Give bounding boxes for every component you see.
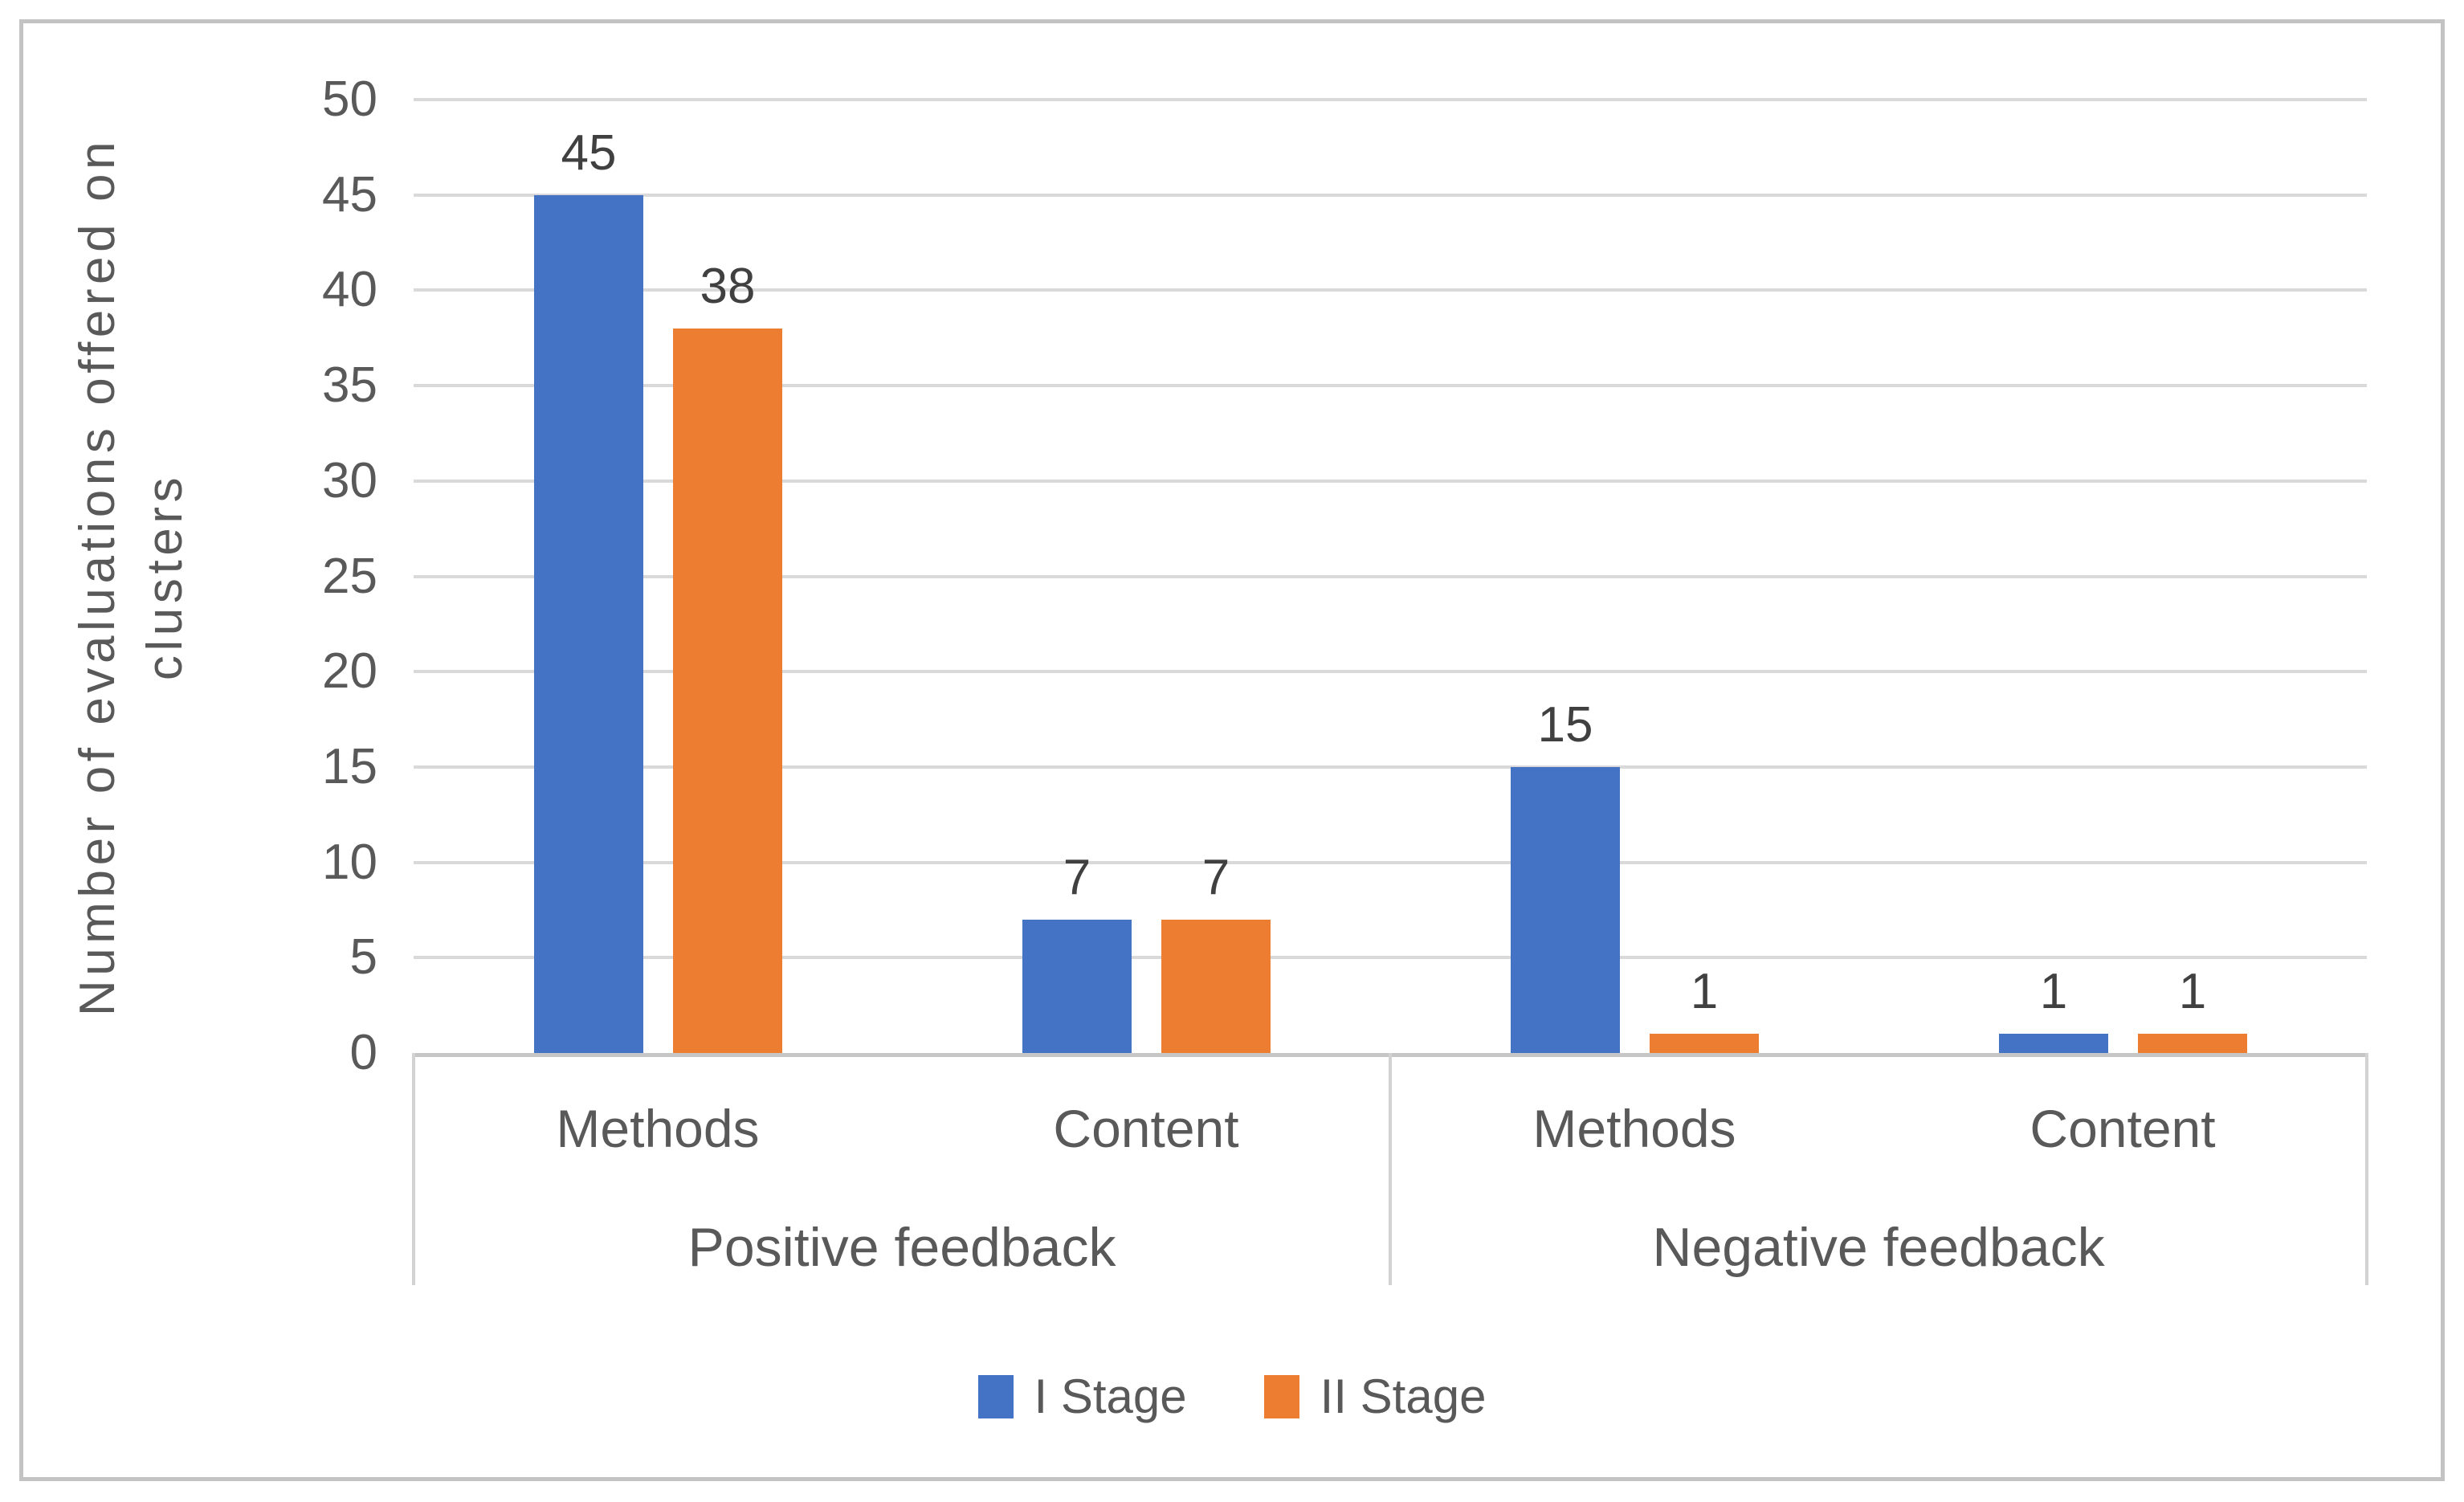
data-label-1-0: 7 (1063, 850, 1091, 905)
legend-label-ii-stage: II Stage (1320, 1369, 1487, 1423)
y-tick-label-40: 40 (322, 262, 377, 317)
bar-i-stage-content-3 (1999, 1034, 2108, 1053)
gridline-45 (414, 194, 2367, 197)
category-label-methods-2: Methods (1532, 1099, 1736, 1158)
data-label-1-1: 7 (1201, 850, 1230, 905)
category-label-content-1: Content (1053, 1099, 1239, 1158)
y-tick-label-50: 50 (322, 71, 377, 127)
category-label-methods-0: Methods (556, 1099, 760, 1158)
bar-ii-stage-content-3 (2138, 1034, 2247, 1053)
legend-label-i-stage: I Stage (1034, 1369, 1187, 1423)
gridline-40 (414, 288, 2367, 292)
category-separator-0 (412, 1053, 415, 1285)
bar-ii-stage-methods-2 (1650, 1034, 1759, 1053)
y-tick-label-30: 30 (322, 453, 377, 508)
y-tick-label-20: 20 (322, 643, 377, 699)
group-label-positive-feedback: Positive feedback (687, 1217, 1116, 1278)
data-label-2-0: 15 (1537, 697, 1593, 753)
legend: I Stage II Stage (0, 1363, 2464, 1431)
data-label-0-0: 45 (561, 125, 617, 181)
y-axis-title-line1: Number of evaluations offered on (70, 137, 125, 1017)
y-tick-label-10: 10 (322, 835, 377, 890)
y-tick-label-0: 0 (349, 1025, 377, 1080)
bar-ii-stage-content-1 (1161, 920, 1271, 1053)
gridline-15 (414, 765, 2367, 769)
category-separator-1 (1389, 1053, 1392, 1285)
gridline-50 (414, 98, 2367, 101)
gridline-25 (414, 575, 2367, 578)
bar-i-stage-methods-2 (1511, 767, 1620, 1053)
gridline-30 (414, 480, 2367, 483)
legend-item-ii-stage: II Stage (1263, 1369, 1487, 1425)
legend-swatch-ii-stage (1263, 1375, 1299, 1418)
y-tick-label-35: 35 (322, 357, 377, 413)
category-label-content-3: Content (2030, 1099, 2216, 1158)
y-tick-label-15: 15 (322, 739, 377, 794)
legend-item-i-stage: I Stage (977, 1369, 1187, 1425)
data-label-2-1: 1 (1690, 964, 1719, 1019)
y-tick-label-5: 5 (349, 929, 377, 985)
bar-i-stage-content-1 (1022, 920, 1132, 1053)
category-separator-2 (2365, 1053, 2368, 1285)
bar-ii-stage-methods-0 (673, 329, 782, 1053)
data-label-3-0: 1 (2039, 964, 2068, 1019)
group-label-negative-feedback: Negative feedback (1652, 1217, 2105, 1278)
chart-outer-border (19, 19, 2445, 1481)
y-axis-title: Number of evaluations offered on cluster… (64, 0, 201, 1179)
legend-swatch-i-stage (977, 1375, 1014, 1418)
gridline-35 (414, 384, 2367, 387)
y-tick-label-45: 45 (322, 167, 377, 222)
gridline-10 (414, 861, 2367, 864)
y-tick-label-25: 25 (322, 549, 377, 604)
gridline-5 (414, 956, 2367, 959)
gridline-20 (414, 670, 2367, 673)
data-label-0-1: 38 (700, 259, 756, 314)
bar-i-stage-methods-0 (534, 195, 643, 1053)
data-label-3-1: 1 (2178, 964, 2207, 1019)
